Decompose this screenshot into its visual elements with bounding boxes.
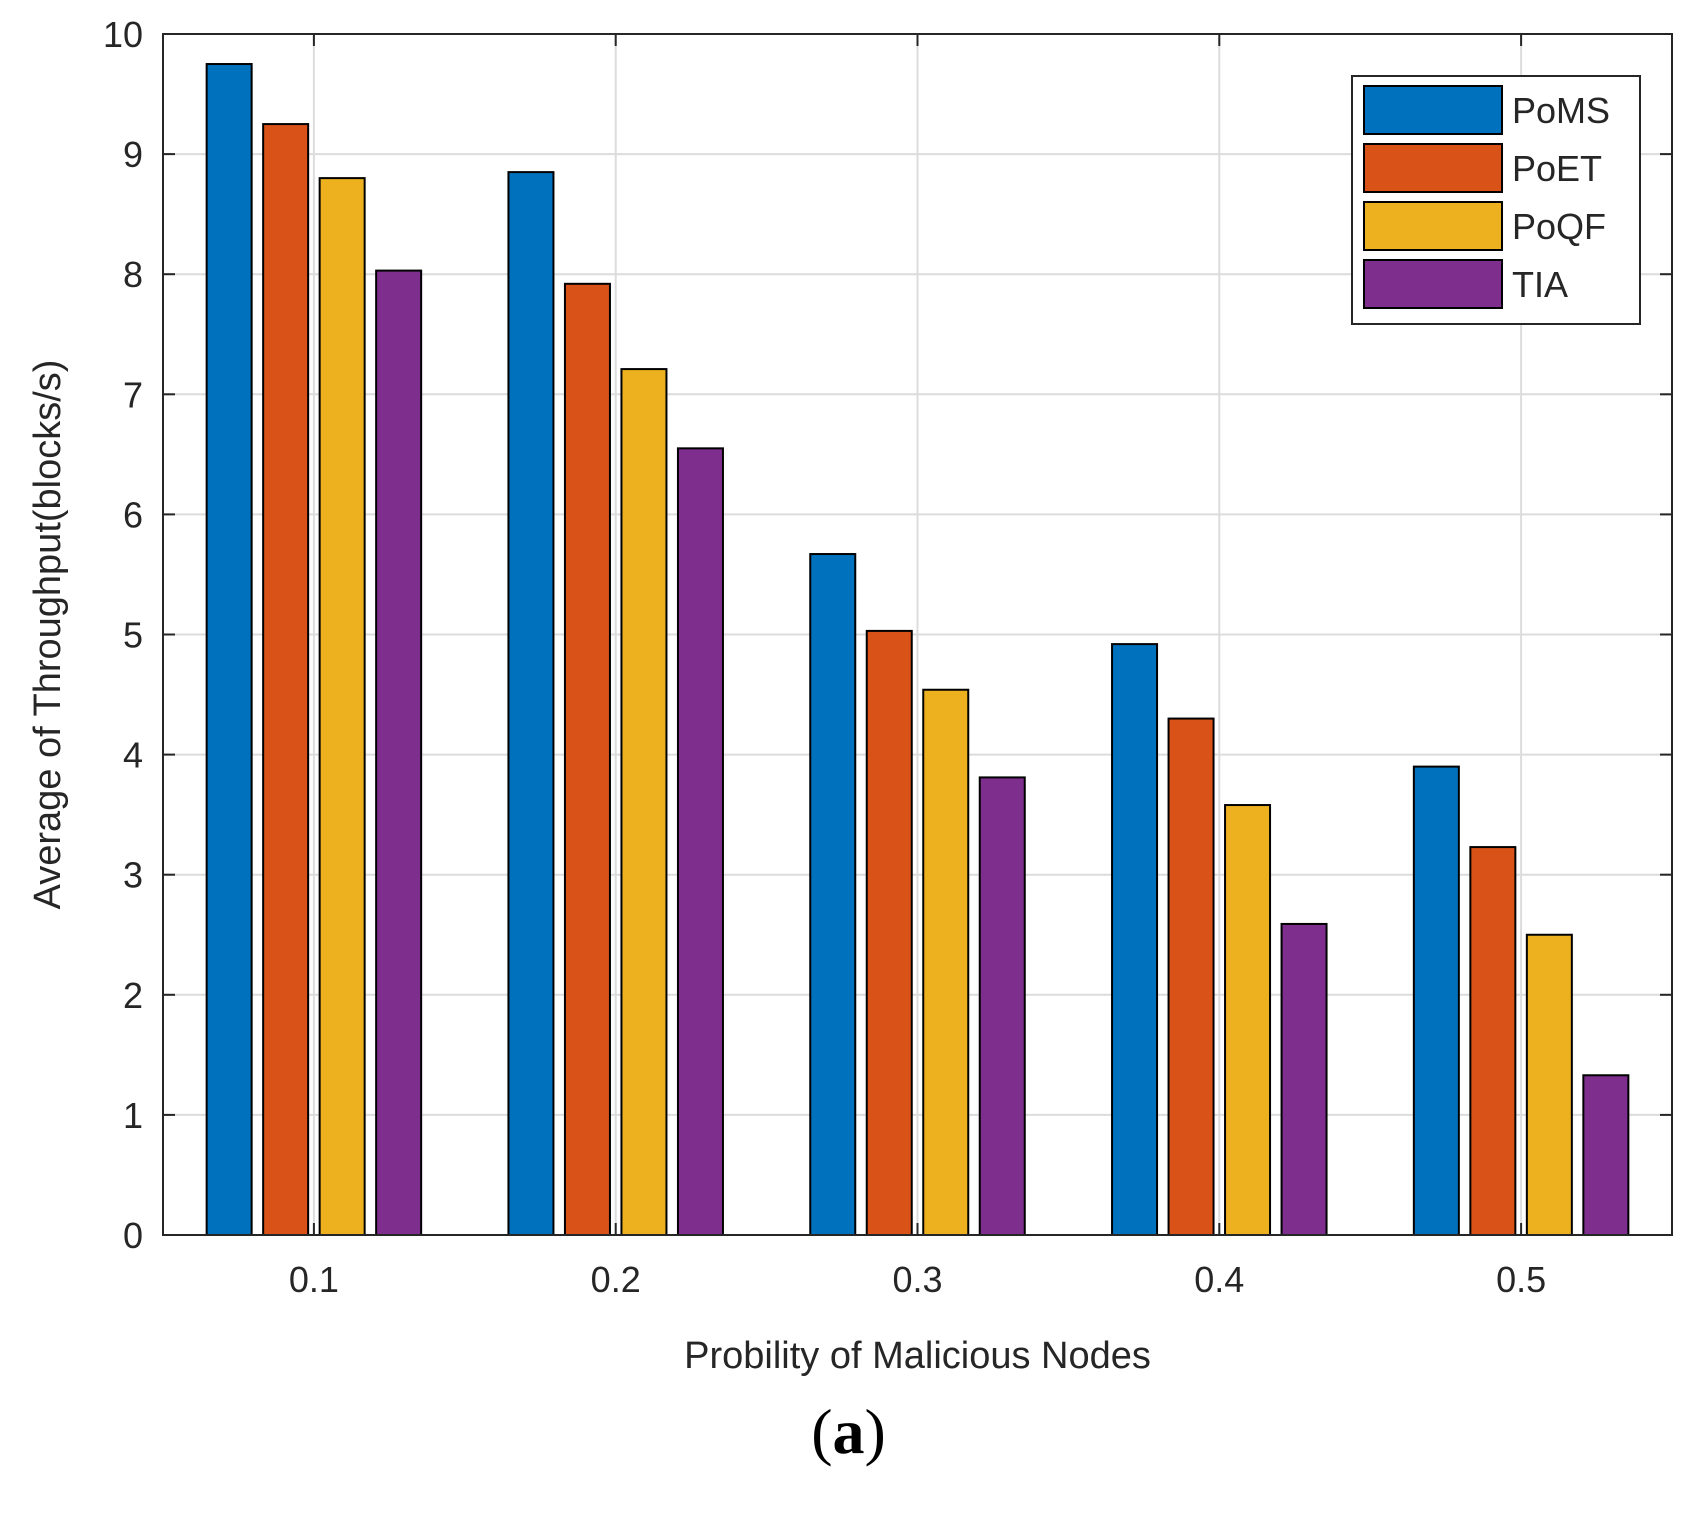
bar-poqf-0.3: [922, 688, 970, 1236]
bar-poms-0.5: [1412, 765, 1460, 1236]
legend-swatch-tia: [1363, 259, 1503, 309]
panel-label-open: (: [811, 1396, 833, 1467]
y-axis-ticks: 0 1 2 3 4 5 6 7 8 9 10: [103, 14, 1672, 1256]
legend-label-poqf: PoQF: [1512, 206, 1606, 247]
bar-tia-0.1: [375, 269, 423, 1236]
y-tick-label: 2: [123, 975, 143, 1016]
y-tick-label: 4: [123, 735, 143, 776]
bar-tia-0.2: [676, 447, 724, 1237]
y-tick-label: 5: [123, 615, 143, 656]
bar-poms-0.1: [205, 63, 253, 1236]
bar-tia-0.5: [1582, 1074, 1630, 1236]
bar-poqf-0.2: [620, 368, 668, 1237]
bar-poqf-0.1: [318, 177, 366, 1236]
x-tick-label: 0.1: [289, 1259, 339, 1300]
y-tick-label: 0: [123, 1215, 143, 1256]
bar-tia-0.4: [1280, 922, 1328, 1236]
y-tick-label: 9: [123, 134, 143, 175]
bar-poet-0.3: [865, 629, 913, 1236]
y-tick-label: 3: [123, 855, 143, 896]
legend-label-tia: TIA: [1512, 264, 1568, 305]
y-tick-label: 8: [123, 254, 143, 295]
bar-poet-0.5: [1469, 846, 1517, 1237]
panel-label-letter: a: [832, 1396, 865, 1467]
legend-swatch-poqf: [1363, 201, 1503, 251]
bar-poet-0.4: [1167, 717, 1215, 1236]
legend-label-poms: PoMS: [1512, 90, 1610, 131]
y-tick-label: 7: [123, 374, 143, 415]
bar-poet-0.2: [563, 282, 611, 1237]
bars: [205, 63, 1630, 1237]
x-tick-label: 0.2: [591, 1259, 641, 1300]
x-tick-label: 0.4: [1194, 1259, 1244, 1300]
legend-swatch-poms: [1363, 85, 1503, 135]
bar-tia-0.3: [978, 776, 1026, 1236]
y-tick-label: 6: [123, 494, 143, 535]
x-tick-label: 0.5: [1496, 1259, 1546, 1300]
panel-label-close: ): [864, 1396, 886, 1467]
y-tick-label: 1: [123, 1095, 143, 1136]
bar-poms-0.4: [1111, 643, 1159, 1236]
bar-poqf-0.5: [1525, 933, 1573, 1236]
bar-poms-0.2: [507, 171, 555, 1237]
legend-swatch-poet: [1363, 143, 1503, 193]
x-axis-ticks: 0.1 0.2 0.3 0.4 0.5: [289, 34, 1546, 1300]
legend-label-poet: PoET: [1512, 148, 1602, 189]
legend: PoMS PoET PoQF TIA: [1351, 75, 1641, 325]
y-tick-label: 10: [103, 14, 143, 55]
bar-poet-0.1: [262, 123, 310, 1237]
x-axis-label: Probility of Malicious Nodes: [684, 1335, 1151, 1377]
x-tick-label: 0.3: [892, 1259, 942, 1300]
panel-label: (a): [0, 1395, 1697, 1469]
y-axis-label: Average of Throughput(blocks/s): [27, 360, 69, 910]
bar-poms-0.3: [809, 553, 857, 1236]
bar-poqf-0.4: [1224, 804, 1272, 1236]
